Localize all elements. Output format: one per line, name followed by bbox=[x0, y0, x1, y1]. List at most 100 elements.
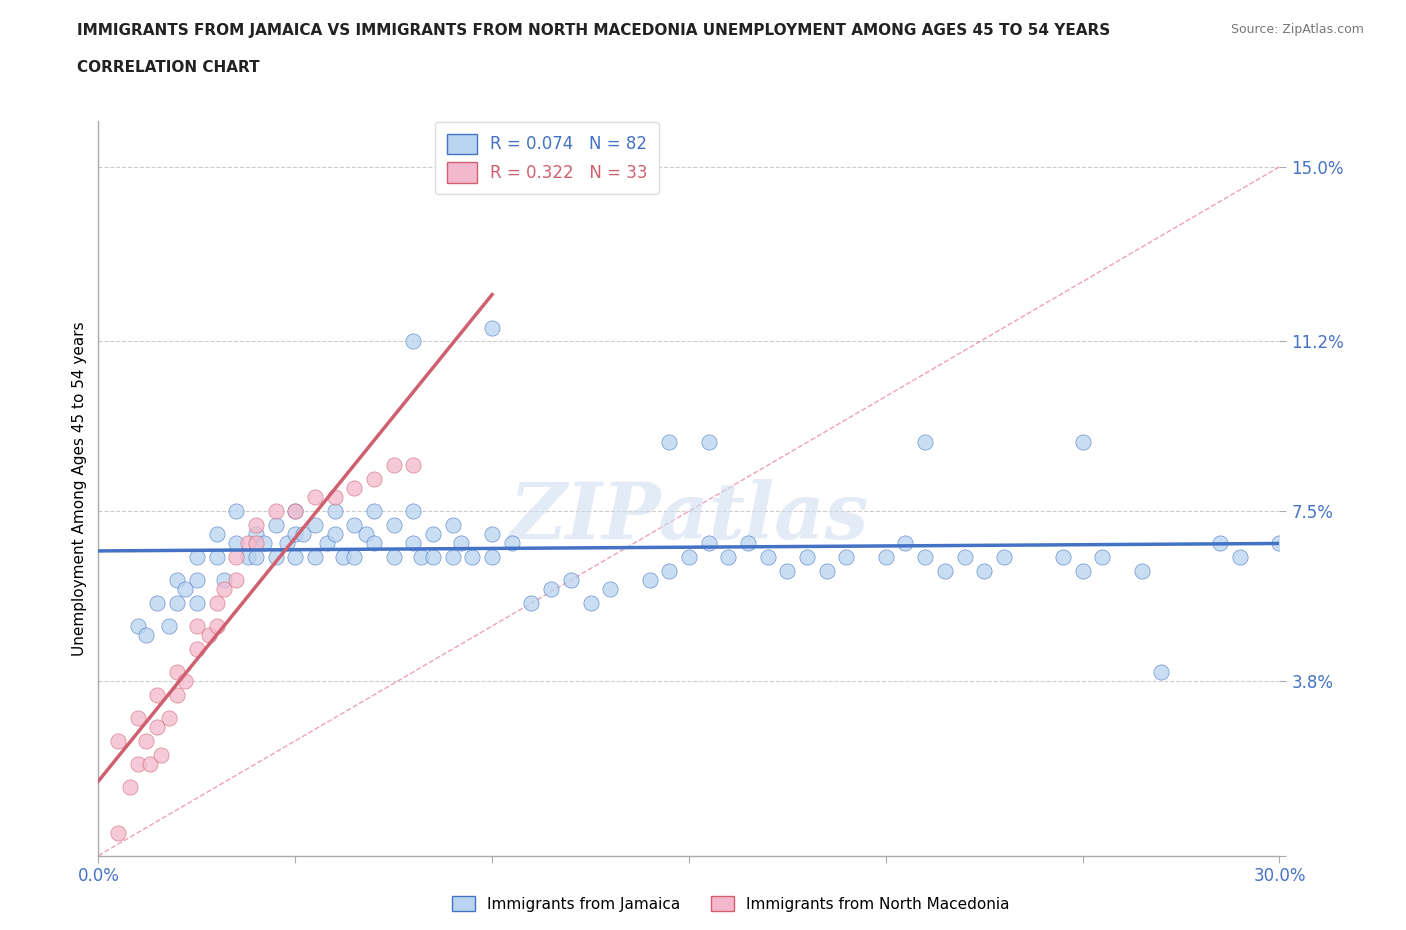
Point bbox=[1209, 536, 1232, 551]
Point bbox=[118, 779, 141, 794]
Point bbox=[186, 642, 208, 657]
Point bbox=[276, 536, 298, 551]
Point bbox=[678, 550, 700, 565]
Point bbox=[481, 526, 503, 541]
Point bbox=[284, 550, 307, 565]
Point bbox=[973, 564, 995, 578]
Point bbox=[1071, 564, 1094, 578]
Point bbox=[520, 595, 543, 610]
Point bbox=[225, 504, 247, 519]
Point bbox=[236, 536, 259, 551]
Point bbox=[264, 504, 287, 519]
Point bbox=[914, 435, 936, 450]
Point bbox=[1091, 550, 1114, 565]
Point bbox=[214, 573, 236, 588]
Point bbox=[697, 435, 720, 450]
Point bbox=[658, 564, 681, 578]
Point bbox=[354, 526, 377, 541]
Point bbox=[245, 550, 267, 565]
Point bbox=[1150, 664, 1173, 679]
Point bbox=[411, 550, 433, 565]
Point bbox=[127, 618, 149, 633]
Point bbox=[245, 517, 267, 532]
Point bbox=[461, 550, 484, 565]
Point bbox=[166, 687, 188, 702]
Point bbox=[658, 435, 681, 450]
Point bbox=[501, 536, 523, 551]
Point bbox=[186, 573, 208, 588]
Point bbox=[304, 517, 326, 532]
Point bbox=[245, 526, 267, 541]
Point bbox=[323, 504, 346, 519]
Point bbox=[382, 517, 405, 532]
Point bbox=[402, 504, 425, 519]
Point bbox=[186, 618, 208, 633]
Point bbox=[599, 582, 621, 597]
Point bbox=[127, 756, 149, 771]
Point bbox=[382, 550, 405, 565]
Point bbox=[146, 720, 169, 735]
Point bbox=[894, 536, 917, 551]
Point bbox=[236, 550, 259, 565]
Point bbox=[953, 550, 976, 565]
Point bbox=[441, 517, 464, 532]
Point bbox=[323, 526, 346, 541]
Point bbox=[166, 573, 188, 588]
Point bbox=[1229, 550, 1251, 565]
Point bbox=[225, 550, 247, 565]
Point bbox=[441, 550, 464, 565]
Point bbox=[481, 320, 503, 335]
Point bbox=[332, 550, 354, 565]
Point bbox=[579, 595, 602, 610]
Point bbox=[756, 550, 779, 565]
Point bbox=[264, 517, 287, 532]
Point bbox=[205, 618, 228, 633]
Point bbox=[205, 526, 228, 541]
Point bbox=[993, 550, 1015, 565]
Point bbox=[815, 564, 838, 578]
Point bbox=[422, 526, 444, 541]
Point bbox=[284, 504, 307, 519]
Point bbox=[1052, 550, 1074, 565]
Point bbox=[225, 536, 247, 551]
Point bbox=[304, 550, 326, 565]
Point bbox=[157, 618, 180, 633]
Point bbox=[481, 550, 503, 565]
Point bbox=[214, 582, 236, 597]
Point bbox=[540, 582, 562, 597]
Point bbox=[107, 734, 129, 749]
Point bbox=[1130, 564, 1153, 578]
Point bbox=[135, 628, 157, 643]
Text: ZIPatlas: ZIPatlas bbox=[509, 479, 869, 556]
Point bbox=[1071, 435, 1094, 450]
Point bbox=[205, 595, 228, 610]
Y-axis label: Unemployment Among Ages 45 to 54 years: Unemployment Among Ages 45 to 54 years bbox=[72, 321, 87, 656]
Point bbox=[796, 550, 818, 565]
Point bbox=[560, 573, 582, 588]
Point bbox=[150, 747, 173, 762]
Point bbox=[253, 536, 276, 551]
Point bbox=[934, 564, 956, 578]
Point bbox=[135, 734, 157, 749]
Point bbox=[174, 582, 197, 597]
Point bbox=[166, 664, 188, 679]
Point bbox=[138, 756, 160, 771]
Point bbox=[717, 550, 740, 565]
Legend: Immigrants from Jamaica, Immigrants from North Macedonia: Immigrants from Jamaica, Immigrants from… bbox=[446, 889, 1017, 918]
Point bbox=[205, 550, 228, 565]
Point bbox=[402, 334, 425, 349]
Point bbox=[343, 550, 366, 565]
Point bbox=[186, 550, 208, 565]
Point bbox=[638, 573, 661, 588]
Point bbox=[363, 504, 385, 519]
Point bbox=[186, 595, 208, 610]
Point bbox=[914, 550, 936, 565]
Point bbox=[174, 673, 197, 688]
Point bbox=[127, 711, 149, 725]
Point bbox=[402, 536, 425, 551]
Point bbox=[284, 526, 307, 541]
Point bbox=[292, 526, 315, 541]
Point bbox=[225, 573, 247, 588]
Point bbox=[146, 687, 169, 702]
Legend: R = 0.074   N = 82, R = 0.322   N = 33: R = 0.074 N = 82, R = 0.322 N = 33 bbox=[434, 122, 659, 194]
